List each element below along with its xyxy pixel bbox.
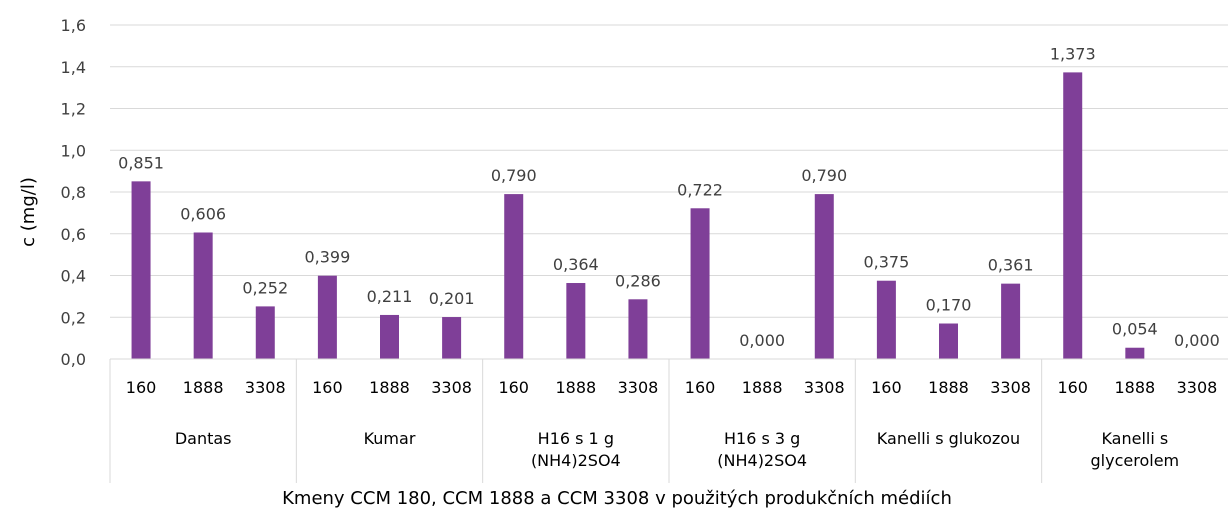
- x-category-label: 160: [685, 378, 716, 397]
- data-label: 0,286: [615, 271, 661, 290]
- x-category-label: 3308: [431, 378, 472, 397]
- x-category-label: 1888: [369, 378, 410, 397]
- y-tick-label: 1,6: [61, 16, 86, 35]
- data-label: 0,211: [367, 287, 413, 306]
- data-label: 0,054: [1112, 320, 1158, 339]
- x-category-label: 1888: [1114, 378, 1155, 397]
- group-label: Kumar: [364, 429, 416, 448]
- bar: [380, 314, 399, 359]
- y-tick-label: 0,8: [61, 183, 86, 202]
- data-label: 0,201: [429, 289, 475, 308]
- data-label: 0,170: [926, 296, 972, 315]
- x-category-label: 160: [126, 378, 157, 397]
- group-label: Kanelli s glukozou: [877, 429, 1020, 448]
- y-tick-label: 0,2: [61, 308, 86, 327]
- bar: [876, 280, 896, 359]
- bar: [131, 181, 151, 359]
- x-category-label: 160: [1057, 378, 1088, 397]
- data-label: 0,399: [304, 248, 350, 267]
- y-tick-label: 1,4: [61, 58, 86, 77]
- bar: [1063, 72, 1083, 359]
- group-label: (NH4)2SO4: [717, 451, 807, 470]
- x-category-label: 3308: [245, 378, 286, 397]
- bar: [939, 323, 958, 359]
- bar: [442, 317, 462, 359]
- y-tick-label: 0,0: [61, 350, 86, 369]
- y-tick-label: 0,4: [61, 267, 86, 286]
- y-tick-label: 1,2: [61, 100, 86, 119]
- group-label: glycerolem: [1091, 451, 1180, 470]
- data-label: 0,364: [553, 255, 599, 274]
- data-label: 0,851: [118, 153, 164, 172]
- bar: [255, 306, 275, 359]
- data-label: 0,252: [242, 278, 288, 297]
- group-label: Kanelli s: [1101, 429, 1168, 448]
- bar: [814, 194, 834, 359]
- bar: [690, 208, 710, 359]
- bar: [628, 299, 648, 359]
- data-label: 0,606: [180, 204, 226, 223]
- x-category-label: 160: [498, 378, 529, 397]
- data-label: 0,000: [1174, 331, 1220, 350]
- x-category-label: 1888: [742, 378, 783, 397]
- x-axis-categories: 160 1888 3308 Dantas 160 1888 3308 Kumar 160 1888…: [109, 358, 1228, 483]
- data-label: 0,000: [739, 331, 785, 350]
- x-category-label: 3308: [618, 378, 659, 397]
- x-category-label: 3308: [1177, 378, 1218, 397]
- x-category-label: 160: [312, 378, 343, 397]
- data-label: 0,722: [677, 180, 723, 199]
- x-category-label: 1888: [928, 378, 969, 397]
- data-label: 0,790: [491, 166, 537, 185]
- y-tick-label: 0,6: [61, 225, 86, 244]
- x-category-label: 1888: [555, 378, 596, 397]
- data-label: 0,361: [988, 256, 1034, 275]
- x-category-label: 3308: [990, 378, 1031, 397]
- bar: [1125, 347, 1145, 359]
- bar: [317, 275, 337, 359]
- y-axis-ticks: 0,0 0,2 0,4 0,6 0,8 1,0 1,2 1,4 1,6: [61, 16, 86, 369]
- gridlines: [110, 24, 1228, 318]
- group-label: Dantas: [175, 429, 232, 448]
- group-label: (NH4)2SO4: [531, 451, 621, 470]
- x-category-label: 160: [871, 378, 902, 397]
- data-labels: 0,851 0,606 0,252 0,399 0,211 0,201 0,790 0,364…: [118, 44, 1220, 350]
- bars: [131, 72, 1145, 359]
- bar: [504, 194, 524, 359]
- bar: [1001, 283, 1021, 359]
- group-label: H16 s 1 g: [538, 429, 614, 448]
- data-label: 0,375: [863, 253, 909, 272]
- data-label: 0,790: [801, 166, 847, 185]
- x-category-label: 3308: [804, 378, 845, 397]
- bar: [193, 232, 213, 359]
- bar: [566, 283, 586, 359]
- y-tick-label: 1,0: [61, 141, 86, 160]
- group-label: H16 s 3 g: [724, 429, 800, 448]
- data-label: 1,373: [1050, 44, 1096, 63]
- x-axis-title: Kmeny CCM 180, CCM 1888 a CCM 3308 v pou…: [282, 488, 952, 509]
- x-category-label: 1888: [183, 378, 224, 397]
- y-axis-title: c (mg/l): [18, 177, 39, 247]
